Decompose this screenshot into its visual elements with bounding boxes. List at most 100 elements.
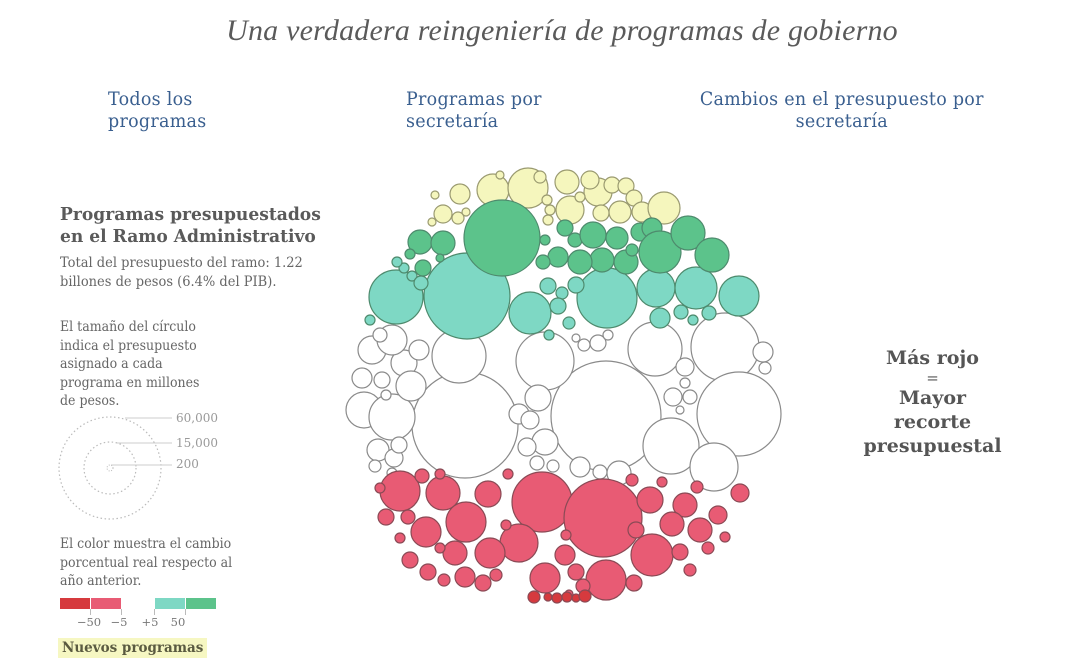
program-bubble[interactable] <box>625 243 639 257</box>
program-bubble[interactable] <box>454 566 476 588</box>
program-bubble[interactable] <box>589 247 615 273</box>
program-bubble[interactable] <box>531 428 559 456</box>
program-bubble[interactable] <box>670 215 706 251</box>
program-bubble[interactable] <box>395 370 427 402</box>
program-bubble[interactable] <box>500 519 512 531</box>
program-bubble[interactable] <box>701 305 717 321</box>
program-bubble[interactable] <box>434 542 446 554</box>
program-bubble[interactable] <box>430 190 440 200</box>
program-bubble[interactable] <box>567 249 593 275</box>
program-bubble[interactable] <box>675 357 695 377</box>
program-bubble[interactable] <box>373 371 391 389</box>
program-bubble[interactable] <box>696 371 782 457</box>
program-bubble[interactable] <box>445 501 487 543</box>
program-bubble[interactable] <box>379 470 421 512</box>
program-bubble[interactable] <box>605 226 629 250</box>
program-bubble[interactable] <box>549 297 567 315</box>
program-bubble[interactable] <box>541 194 553 206</box>
program-bubble[interactable] <box>391 256 403 268</box>
program-bubble[interactable] <box>574 191 586 203</box>
program-bubble[interactable] <box>414 468 430 484</box>
program-bubble[interactable] <box>617 177 635 195</box>
program-bubble[interactable] <box>374 482 386 494</box>
program-bubble[interactable] <box>390 436 408 454</box>
program-bubble[interactable] <box>368 393 416 441</box>
program-bubble[interactable] <box>579 221 607 249</box>
program-bubble[interactable] <box>404 248 416 260</box>
program-bubble[interactable] <box>683 563 697 577</box>
program-bubble[interactable] <box>576 267 638 329</box>
program-bubble[interactable] <box>543 329 555 341</box>
program-bubble[interactable] <box>642 417 700 475</box>
program-bubble[interactable] <box>400 509 416 525</box>
program-bubble[interactable] <box>533 170 547 184</box>
program-bubble[interactable] <box>719 531 731 543</box>
program-bubble[interactable] <box>627 521 645 539</box>
program-bubble[interactable] <box>451 211 465 225</box>
program-bubble[interactable] <box>546 459 560 473</box>
program-bubble[interactable] <box>520 410 540 430</box>
program-bubble[interactable] <box>649 307 671 329</box>
program-bubble[interactable] <box>554 544 576 566</box>
program-bubble[interactable] <box>752 341 774 363</box>
program-bubble[interactable] <box>567 563 585 581</box>
program-bubble[interactable] <box>474 574 492 592</box>
program-bubble[interactable] <box>517 437 537 457</box>
program-bubble[interactable] <box>474 480 502 508</box>
program-bubble[interactable] <box>410 516 442 548</box>
program-bubble[interactable] <box>656 476 668 488</box>
program-bubble[interactable] <box>461 207 471 217</box>
program-bubble[interactable] <box>529 455 545 471</box>
program-bubble[interactable] <box>560 529 572 541</box>
tab-programs-by-secretariat[interactable]: Programas por secretaría <box>406 88 542 132</box>
program-bubble[interactable] <box>434 468 446 480</box>
program-bubble[interactable] <box>427 217 437 227</box>
program-bubble[interactable] <box>690 312 760 382</box>
program-bubble[interactable] <box>659 511 685 537</box>
program-bubble[interactable] <box>672 492 698 518</box>
program-bubble[interactable] <box>567 276 585 294</box>
program-bubble[interactable] <box>675 405 685 415</box>
program-bubble[interactable] <box>636 486 664 514</box>
program-bubble[interactable] <box>554 169 580 195</box>
program-bubble[interactable] <box>718 275 760 317</box>
program-bubble[interactable] <box>555 286 569 300</box>
program-bubble[interactable] <box>351 367 373 389</box>
program-bubble[interactable] <box>682 389 698 405</box>
program-bubble[interactable] <box>730 483 750 503</box>
program-bubble[interactable] <box>638 230 682 274</box>
program-bubble[interactable] <box>547 246 569 268</box>
program-bubble[interactable] <box>563 478 643 558</box>
program-bubble[interactable] <box>419 563 437 581</box>
program-bubble[interactable] <box>571 333 581 343</box>
program-bubble[interactable] <box>578 589 592 603</box>
program-bubble[interactable] <box>398 262 410 274</box>
program-bubble[interactable] <box>627 321 683 377</box>
program-bubble[interactable] <box>589 334 607 352</box>
tab-all-programs[interactable]: Todos los programas <box>108 88 207 132</box>
program-bubble[interactable] <box>408 339 430 361</box>
program-bubble[interactable] <box>687 314 699 326</box>
program-bubble[interactable] <box>608 200 632 224</box>
program-bubble[interactable] <box>368 269 424 325</box>
program-bubble[interactable] <box>524 384 552 412</box>
program-bubble[interactable] <box>474 537 506 569</box>
program-bubble[interactable] <box>580 170 600 190</box>
program-bubble[interactable] <box>413 275 429 291</box>
tab-budget-changes-by-secretariat[interactable]: Cambios en el presupuesto por secretaría <box>699 88 984 132</box>
program-bubble[interactable] <box>562 316 576 330</box>
program-bubble[interactable] <box>414 259 432 277</box>
program-bubble[interactable] <box>673 304 689 320</box>
program-bubble[interactable] <box>679 377 691 389</box>
program-bubble[interactable] <box>406 270 418 282</box>
program-bubble[interactable] <box>535 254 551 270</box>
program-bubble[interactable] <box>674 266 718 310</box>
program-bubble[interactable] <box>708 505 728 525</box>
program-bubble[interactable] <box>433 204 453 224</box>
program-bubble[interactable] <box>442 540 468 566</box>
program-bubble[interactable] <box>544 204 556 216</box>
program-bubble[interactable] <box>529 562 561 594</box>
program-bubble[interactable] <box>449 183 471 205</box>
program-bubble[interactable] <box>602 329 614 341</box>
program-bubble[interactable] <box>592 464 608 480</box>
